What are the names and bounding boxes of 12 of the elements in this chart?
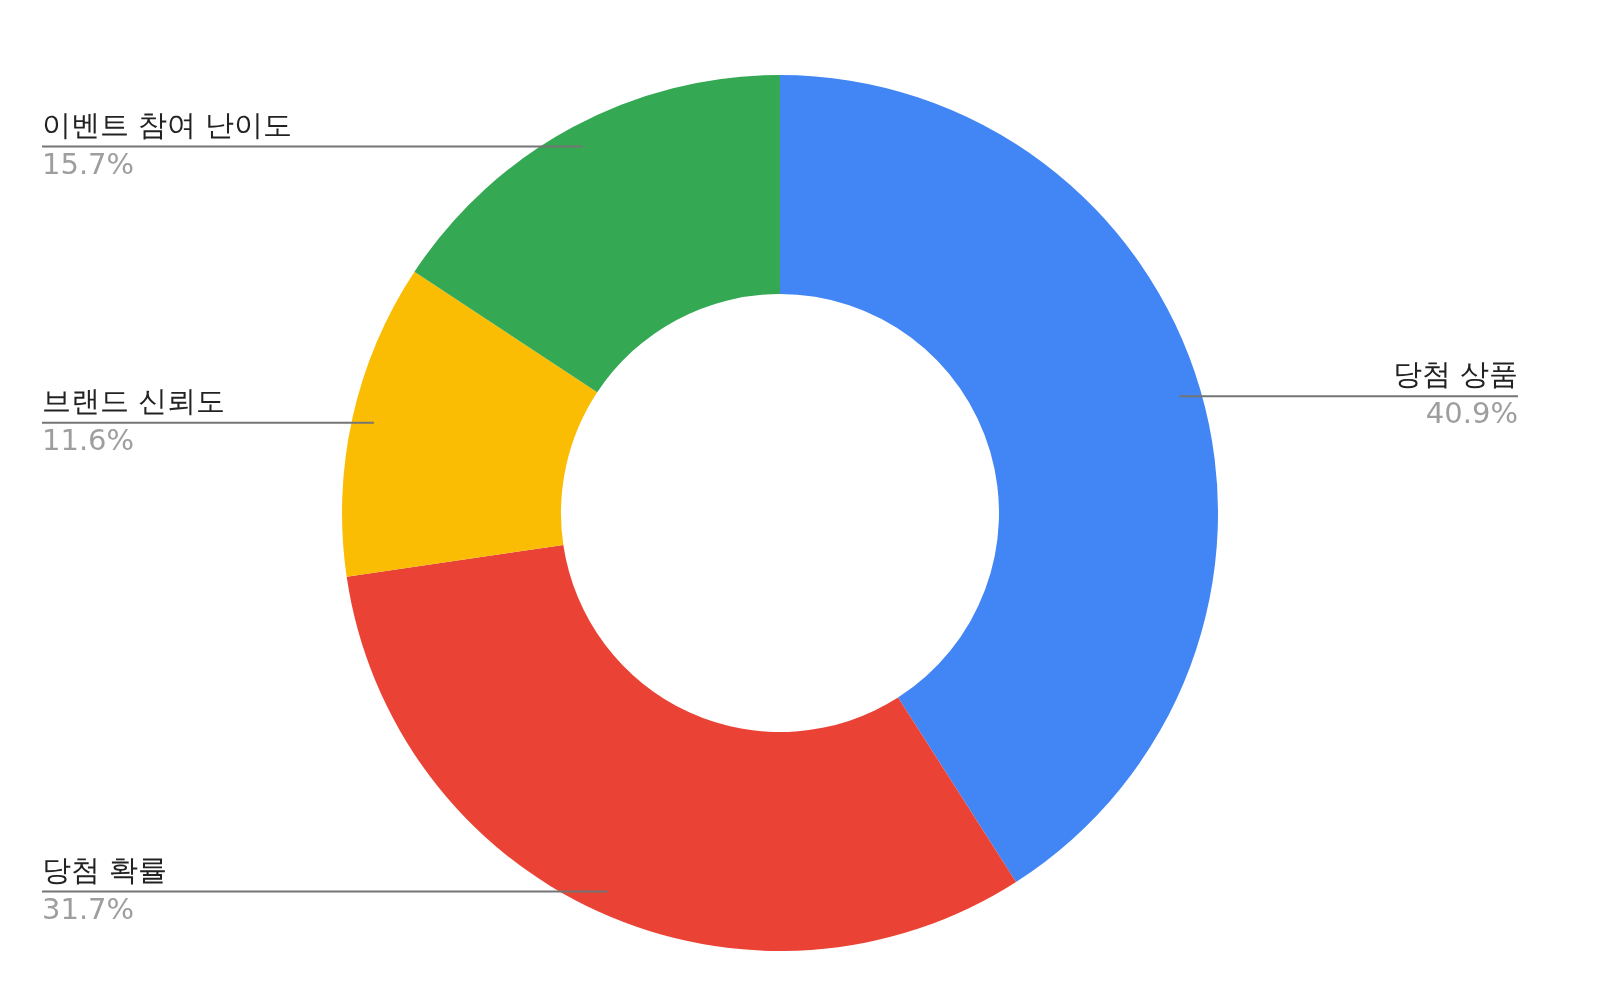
data-label: 11.6% <box>42 422 135 457</box>
donut-slice <box>342 271 598 577</box>
data-label: 15.7% <box>42 146 135 181</box>
donut-slice <box>346 544 1017 951</box>
slice-label: 브랜드 신뢰도 <box>42 383 226 418</box>
donut-slice <box>414 75 780 393</box>
data-label: 31.7% <box>42 891 135 926</box>
slice-label: 당첨 확률 <box>42 852 168 887</box>
slice-label: 당첨 상품 <box>1392 357 1518 392</box>
slice-label: 이벤트 참여 난이도 <box>42 107 293 142</box>
data-label: 40.9% <box>1425 396 1518 431</box>
donut-slice <box>780 75 1218 882</box>
